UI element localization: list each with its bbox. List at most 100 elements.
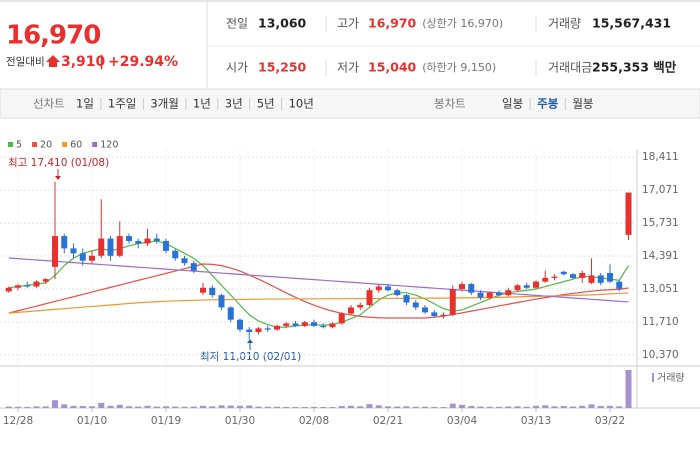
volume-bar [70,405,77,408]
volume-bar [366,404,373,408]
volume-bar [126,406,132,408]
candle-body [89,255,95,261]
candle-body [496,292,502,296]
volume-bar [496,406,502,408]
volume-bar [209,406,216,408]
volume-bar [533,405,539,408]
candle-body [107,238,114,256]
volume-bar [431,406,438,408]
y-tick-label: 11,710 [642,316,679,328]
high-annotation: 최고 17,410 (01/08) [8,157,109,169]
candle-body [98,238,105,256]
volume-legend-swatch [652,373,654,382]
volume-bar [274,406,280,408]
volume-bar [514,406,521,408]
volume-bar [227,405,234,408]
candle-body [551,276,558,278]
candle-body [42,279,49,282]
candle-body [311,322,317,326]
volume-bar [607,405,613,408]
candle-body [301,322,308,326]
toolbar [0,88,700,119]
candle-type-button[interactable]: 일봉 [502,97,523,111]
candle-body [181,258,188,264]
volume-bar [616,406,623,408]
x-tick-label: 02/21 [373,415,403,427]
period-button[interactable]: 10년 [289,97,314,111]
candle-body [320,325,327,328]
volume-bar [144,405,151,408]
candle-body [5,287,12,292]
candle-body [237,319,243,330]
volume-bar [292,407,299,408]
y-tick-label: 18,411 [642,151,679,163]
y-tick-label: 10,370 [642,349,679,361]
up-arrow-icon [46,55,60,67]
candle-body [79,253,86,261]
volume-bar [283,406,290,408]
volume-bar [588,404,595,408]
period-button[interactable]: 1년 [193,97,211,111]
field-value: 15,567,431 [592,16,671,31]
candle-type-button[interactable]: 월봉 [572,97,593,111]
period-button[interactable]: 3개월 [150,97,178,111]
legend-label: 120 [100,140,118,151]
candle-type-button[interactable]: 주봉 [537,97,559,111]
change-label: 전일대비 [6,55,45,68]
volume-bar [468,406,475,408]
volume-bar [79,406,86,408]
candle-body [292,323,299,326]
volume-bar [116,404,123,408]
candle-body [422,307,428,313]
candle-body [449,288,456,315]
candle-body [375,286,382,291]
y-tick-label: 13,051 [642,283,679,295]
change-rate: +29.94% [108,54,178,70]
volume-bar [190,406,197,408]
change: 3,910 [61,54,106,70]
volume-bar [348,405,354,408]
volume-bar [338,406,345,408]
volume-bar [570,406,576,408]
candle-body [579,272,586,278]
period-button[interactable]: 1주일 [108,97,136,111]
volume-bar [375,405,382,408]
candle-body [283,323,290,326]
volume-bar [52,400,58,408]
field-label: 시가 [226,61,248,75]
line-chart-label: 선차트 [33,97,65,111]
candle-body [625,192,632,235]
x-tick-label: 12/28 [3,415,33,427]
candle-body [209,287,216,296]
volume-bar [449,403,456,408]
volume-bar [486,406,493,408]
field-note: (하한가 9,150) [422,60,496,74]
volume-bar [107,405,114,408]
candle-body [227,307,234,320]
candle-body [505,290,512,296]
candle-body [588,275,595,283]
legend-label: 5 [16,140,22,151]
moving-average-line [8,257,629,303]
x-tick-label: 02/08 [299,415,329,427]
candle-body [348,307,354,314]
volume-bar [403,406,410,408]
candle-body [15,285,21,288]
moving-average-line [8,292,629,314]
volume-bar [61,404,68,408]
candle-body [477,292,484,298]
volume-bar [523,406,530,408]
legend-swatch [8,142,13,147]
period-button[interactable]: 3년 [225,97,243,111]
candle-body [190,263,197,271]
candle-body [274,325,280,330]
candle-body [459,284,465,289]
period-button[interactable]: 1일 [76,97,94,111]
candle-body [394,290,401,296]
volume-bar [440,407,447,408]
x-tick-label: 01/30 [225,415,255,427]
candle-body [597,275,604,283]
volume-bar [89,406,95,408]
period-button[interactable]: 5년 [257,97,275,111]
